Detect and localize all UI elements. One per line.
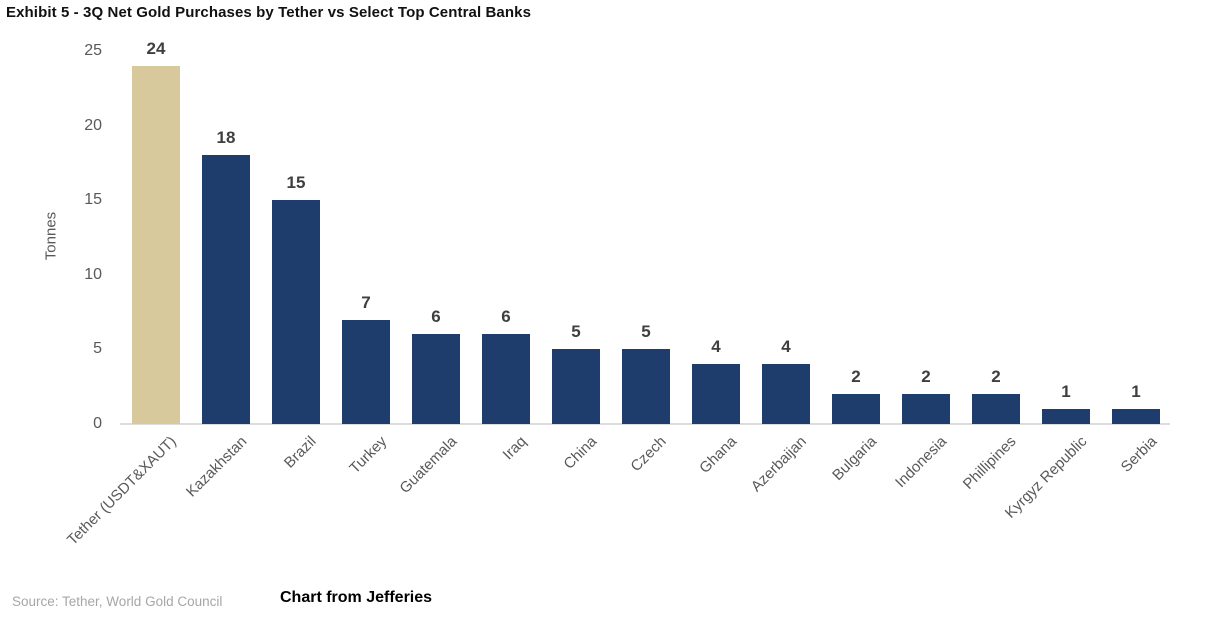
- bar: [482, 334, 530, 424]
- bar-value-label: 7: [361, 292, 371, 312]
- bar: [692, 364, 740, 424]
- chart-title: Exhibit 5 - 3Q Net Gold Purchases by Tet…: [6, 4, 532, 21]
- bar: [342, 319, 390, 424]
- bar-value-label: 1: [1061, 382, 1071, 402]
- y-tick-label: 20: [84, 116, 102, 134]
- x-tick-label: Iraq: [499, 433, 531, 464]
- source-note: Source: Tether, World Gold Council: [12, 594, 223, 609]
- bar-value-label: 6: [431, 307, 441, 327]
- x-tick-label: Tether (USDT&XAUT): [64, 433, 181, 549]
- bar: [762, 364, 810, 424]
- x-tick-label: Guatemala: [396, 433, 461, 497]
- y-tick-label: 25: [84, 42, 102, 59]
- x-tick-label: China: [560, 433, 601, 473]
- bar-value-label: 18: [216, 128, 236, 148]
- bar-value-label: 2: [921, 367, 931, 387]
- bar-highlight: [132, 65, 180, 424]
- x-tick-label: Turkey: [345, 433, 391, 478]
- x-tick-label: Phillipines: [960, 433, 1021, 493]
- y-axis-label: Tonnes: [42, 211, 60, 261]
- x-tick-label: Azerbaijan: [747, 433, 811, 496]
- x-tick-label: Czech: [627, 433, 671, 476]
- bar: [972, 394, 1020, 424]
- y-tick-label: 10: [84, 265, 102, 283]
- bar: [902, 394, 950, 424]
- x-axis-line: [120, 423, 1170, 425]
- x-tick-label: Bulgaria: [829, 433, 881, 484]
- bar-value-label: 4: [781, 337, 791, 357]
- bar-value-label: 5: [571, 322, 581, 342]
- x-tick-label: Brazil: [281, 433, 321, 472]
- chart-credit: Chart from Jefferies: [280, 589, 433, 606]
- bar: [622, 349, 670, 424]
- bar-value-label: 2: [851, 367, 861, 387]
- bar-value-label: 6: [501, 307, 511, 327]
- y-tick-label: 0: [93, 415, 102, 432]
- bar-value-label: 1: [1131, 382, 1141, 402]
- bar: [832, 394, 880, 424]
- bar-value-label: 5: [641, 322, 651, 342]
- x-tick-label: Indonesia: [891, 433, 951, 492]
- x-tick-label: Kazakhstan: [182, 433, 251, 501]
- bar-value-label: 15: [286, 173, 306, 193]
- bar: [272, 200, 320, 424]
- x-tick-label: Ghana: [696, 433, 741, 477]
- bar-value-label: 2: [991, 367, 1001, 387]
- bar: [412, 334, 460, 424]
- bar: [202, 155, 250, 424]
- x-tick-label: Serbia: [1117, 433, 1161, 476]
- bar: [1042, 409, 1090, 424]
- y-tick-label: 5: [93, 340, 102, 358]
- bar: [552, 349, 600, 424]
- bar: [1112, 409, 1160, 424]
- bar-value-label: 24: [146, 38, 166, 58]
- bar-value-label: 4: [711, 337, 721, 357]
- y-tick-label: 15: [84, 191, 102, 209]
